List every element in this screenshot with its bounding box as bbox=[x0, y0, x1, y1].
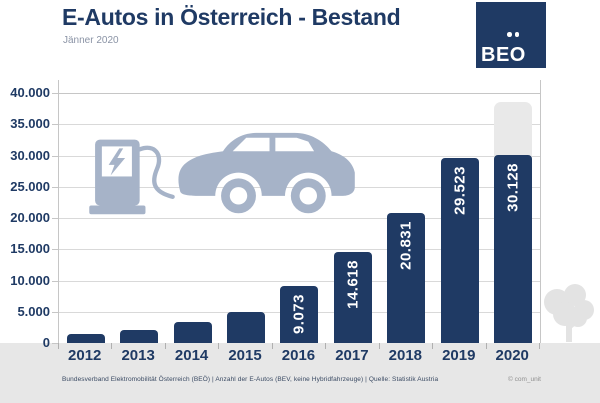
plot-area: 9.073 14.618 20.831 29.523 30.128 bbox=[58, 80, 541, 343]
ev-charging-car-graphic bbox=[89, 132, 355, 215]
y-axis-label: 35.000 bbox=[10, 116, 50, 132]
bar-slot bbox=[166, 80, 219, 343]
bars-container: 9.073 14.618 20.831 29.523 30.128 bbox=[59, 80, 540, 343]
bar-slot bbox=[112, 80, 165, 343]
umlaut-dots-icon bbox=[507, 32, 519, 37]
y-axis-label: 10.000 bbox=[10, 272, 50, 288]
x-axis-label: 2020 bbox=[495, 347, 529, 364]
y-axis-tick bbox=[52, 311, 58, 313]
y-axis-tick bbox=[52, 155, 58, 157]
x-axis-labels: 2012 2013 2014 2015 2016 2017 2018 2019 2020 bbox=[58, 347, 539, 364]
footer-credit-text: © com_unit bbox=[508, 376, 541, 383]
y-axis-label: 40.000 bbox=[10, 85, 50, 100]
charging-cable bbox=[137, 145, 175, 199]
bar-value-label: 9.073 bbox=[290, 294, 308, 335]
gridline bbox=[59, 218, 540, 219]
y-axis-label: 15.000 bbox=[10, 241, 50, 257]
x-axis-label: 2017 bbox=[335, 347, 369, 364]
x-axis-tick bbox=[485, 343, 487, 349]
x-axis-tick bbox=[325, 343, 327, 349]
y-axis-tick bbox=[52, 124, 58, 126]
bar-value-label: 14.618 bbox=[344, 259, 362, 309]
bar-2018: 20.831 bbox=[387, 212, 426, 343]
y-axis-tick bbox=[52, 280, 58, 282]
bar-2020: 30.128 bbox=[494, 154, 533, 343]
bar-value-label: 29.523 bbox=[451, 166, 469, 216]
x-axis-tick bbox=[271, 343, 273, 349]
x-axis-label: 2016 bbox=[281, 347, 316, 364]
x-axis-band: 2012 2013 2014 2015 2016 2017 2018 2019 2020 Bun… bbox=[0, 343, 600, 403]
x-axis-tick bbox=[378, 343, 380, 349]
bar-2016: 9.073 bbox=[280, 286, 319, 343]
bar-2012 bbox=[66, 334, 105, 343]
page-subtitle: Jänner 2020 bbox=[63, 35, 119, 46]
page-title: E-Autos in Österreich - Bestand bbox=[62, 4, 401, 30]
x-axis-tick bbox=[111, 343, 113, 349]
y-axis-label: 30.000 bbox=[10, 147, 50, 163]
y-axis-tick bbox=[52, 218, 58, 219]
x-axis-tick bbox=[539, 343, 540, 349]
y-axis-tick bbox=[52, 93, 58, 94]
x-axis-label: 2014 bbox=[174, 347, 209, 364]
gridline bbox=[59, 124, 540, 126]
car-silhouette-icon bbox=[178, 132, 355, 214]
bar-slot: 30.128 bbox=[487, 80, 540, 343]
bar-2019: 29.523 bbox=[440, 158, 479, 343]
logo-text: BEO bbox=[481, 44, 526, 66]
x-axis-tick bbox=[432, 343, 434, 349]
bar-slot: 20.831 bbox=[380, 80, 433, 343]
x-axis-label: 2012 bbox=[68, 347, 102, 364]
y-axis-tick bbox=[52, 343, 58, 344]
footer-source-text: Bundesverband Elektromobilität Österreic… bbox=[62, 376, 439, 383]
y-axis-label: 5.000 bbox=[17, 303, 50, 319]
bar-slot: 9.073 bbox=[273, 80, 326, 343]
y-axis-label: 25.000 bbox=[10, 178, 50, 194]
bar-value-label: 20.831 bbox=[397, 220, 415, 270]
charging-station-icon bbox=[89, 139, 146, 215]
y-axis-tick bbox=[52, 249, 58, 251]
gridline bbox=[59, 93, 540, 94]
x-axis-label: 2013 bbox=[121, 347, 155, 364]
bar-slot bbox=[59, 80, 112, 343]
bar-slot: 14.618 bbox=[326, 80, 379, 343]
bar-value-label: 30.128 bbox=[504, 162, 522, 212]
gridline bbox=[59, 249, 540, 251]
bar-2014 bbox=[173, 321, 212, 343]
bar-slot bbox=[219, 80, 272, 343]
tree-icon bbox=[544, 284, 594, 342]
lightning-bolt-icon bbox=[108, 148, 126, 176]
x-axis-label: 2018 bbox=[388, 347, 423, 364]
bar-2017: 14.618 bbox=[333, 251, 372, 343]
y-axis-label: 0 bbox=[42, 335, 50, 350]
gridline bbox=[59, 280, 540, 282]
x-axis-label: 2015 bbox=[228, 347, 262, 364]
x-axis-tick bbox=[164, 343, 166, 349]
bar-2015 bbox=[227, 311, 266, 343]
y-axis-tick bbox=[52, 186, 58, 188]
x-axis-label: 2019 bbox=[442, 347, 476, 364]
y-axis-label: 20.000 bbox=[10, 210, 50, 225]
beo-logo: BEO bbox=[476, 2, 546, 68]
x-axis-tick bbox=[58, 343, 59, 349]
x-axis-tick bbox=[218, 343, 220, 349]
bar-slot: 29.523 bbox=[433, 80, 486, 343]
bar-2013 bbox=[120, 329, 159, 343]
